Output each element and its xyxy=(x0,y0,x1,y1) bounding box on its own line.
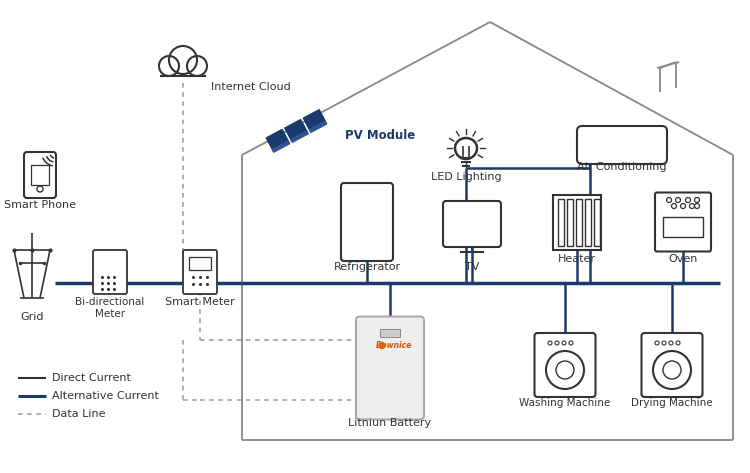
Text: Refrigerator: Refrigerator xyxy=(334,262,400,272)
Text: Bi-directional
Meter: Bi-directional Meter xyxy=(75,297,145,319)
Bar xyxy=(567,199,573,245)
FancyBboxPatch shape xyxy=(341,183,393,261)
Bar xyxy=(585,199,591,245)
FancyBboxPatch shape xyxy=(535,333,596,397)
Text: Oven: Oven xyxy=(668,254,698,264)
Polygon shape xyxy=(291,131,308,142)
Bar xyxy=(558,199,564,245)
Text: Heater: Heater xyxy=(558,254,596,264)
Bar xyxy=(663,217,703,236)
Circle shape xyxy=(379,342,385,349)
Circle shape xyxy=(187,56,207,76)
FancyBboxPatch shape xyxy=(655,193,711,252)
Bar xyxy=(380,329,400,336)
FancyBboxPatch shape xyxy=(93,250,127,294)
Text: Alternative Current: Alternative Current xyxy=(52,391,159,401)
FancyBboxPatch shape xyxy=(183,250,217,294)
Text: Washing Machine: Washing Machine xyxy=(519,398,610,408)
Polygon shape xyxy=(285,120,308,142)
Text: Data Line: Data Line xyxy=(52,409,106,419)
Text: PV Module: PV Module xyxy=(345,129,416,141)
FancyBboxPatch shape xyxy=(24,152,56,198)
Polygon shape xyxy=(303,110,327,132)
Text: Air Conditioning: Air Conditioning xyxy=(578,162,667,172)
Polygon shape xyxy=(272,141,290,152)
Text: Smart Phone: Smart Phone xyxy=(4,200,76,210)
Bar xyxy=(31,165,49,185)
Text: Grid: Grid xyxy=(20,312,44,322)
Polygon shape xyxy=(266,130,290,152)
Text: Downice: Downice xyxy=(376,341,413,350)
Text: LED Lighting: LED Lighting xyxy=(430,172,501,182)
Text: Internet Cloud: Internet Cloud xyxy=(211,82,291,92)
Bar xyxy=(576,199,582,245)
FancyBboxPatch shape xyxy=(577,126,667,164)
Bar xyxy=(189,257,211,270)
FancyBboxPatch shape xyxy=(443,201,501,247)
Text: Litniun Battery: Litniun Battery xyxy=(349,418,431,428)
Circle shape xyxy=(159,56,179,76)
Bar xyxy=(553,194,601,249)
Polygon shape xyxy=(310,121,327,132)
FancyBboxPatch shape xyxy=(641,333,703,397)
Text: Drying Machine: Drying Machine xyxy=(632,398,712,408)
FancyBboxPatch shape xyxy=(356,316,424,420)
Text: TV: TV xyxy=(465,262,479,272)
Text: Smart Meter: Smart Meter xyxy=(165,297,235,307)
Circle shape xyxy=(169,46,197,74)
Text: Direct Current: Direct Current xyxy=(52,373,130,383)
Bar xyxy=(594,199,600,245)
Polygon shape xyxy=(160,58,206,76)
